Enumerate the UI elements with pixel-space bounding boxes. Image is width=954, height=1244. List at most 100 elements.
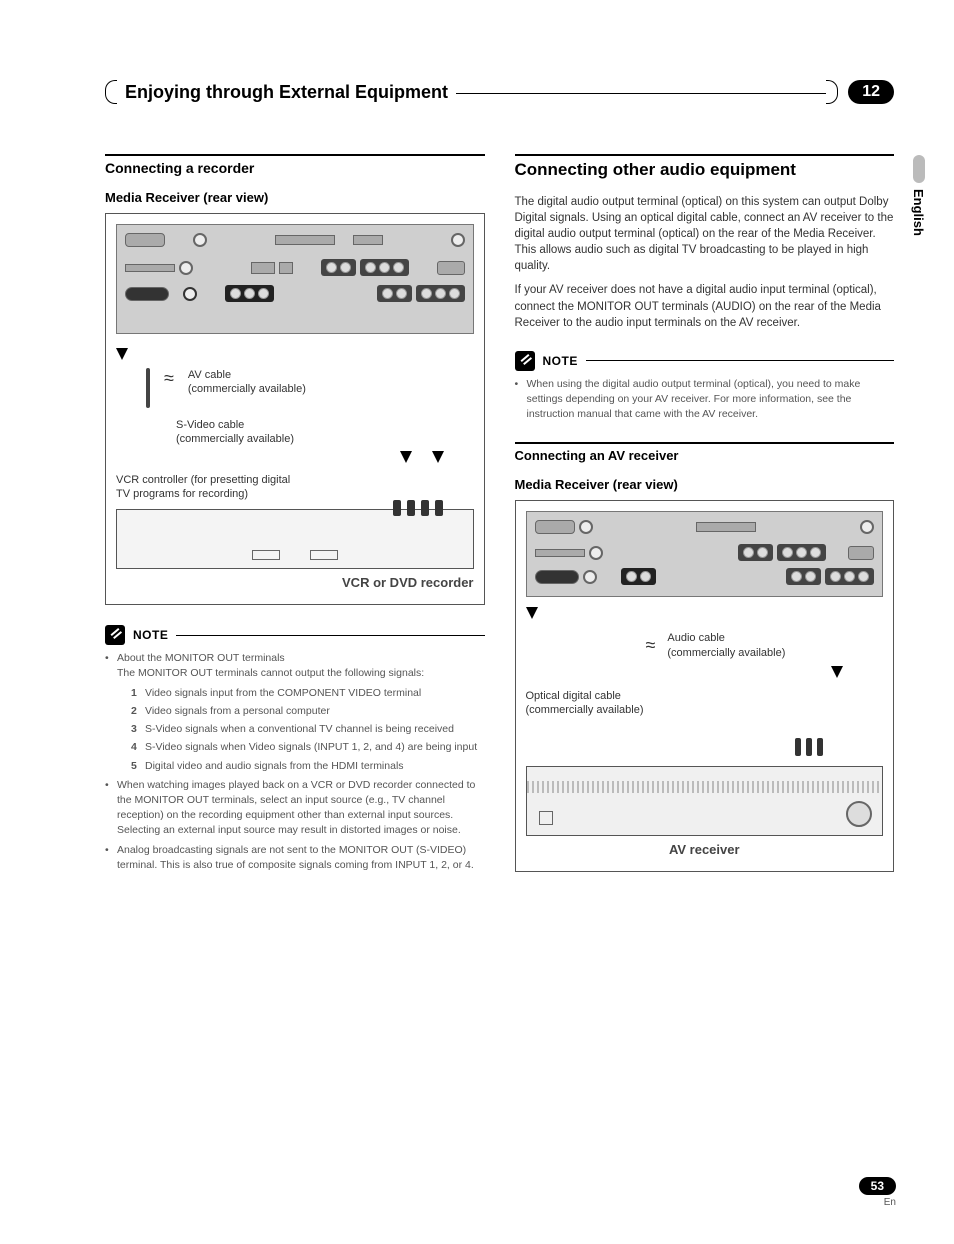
jack-group-icon	[777, 544, 826, 561]
note-label: NOTE	[543, 354, 578, 368]
note-item: Video signals input from the COMPONENT V…	[145, 687, 421, 699]
note-intro: The MONITOR OUT terminals cannot output …	[117, 667, 424, 679]
jack-icon	[179, 261, 193, 275]
media-receiver-panel	[116, 224, 474, 334]
svideo-cable-note: (commercially available)	[176, 433, 294, 445]
av-receiver-diagram: ≈ Audio cable (commercially available) O…	[515, 500, 895, 871]
note-bullet: Analog broadcasting signals are not sent…	[105, 843, 485, 873]
note-item: Video signals from a personal computer	[145, 705, 330, 717]
slot-icon	[539, 811, 553, 825]
squiggle-icon: ≈	[164, 368, 174, 389]
jack-icon	[860, 520, 874, 534]
note-body: About the MONITOR OUT terminals The MONI…	[105, 651, 485, 873]
arrow-down-icon	[400, 451, 412, 463]
port-icon	[353, 235, 383, 245]
jack-icon	[451, 233, 465, 247]
arrow-down-icon	[831, 666, 843, 678]
jack-icon	[579, 520, 593, 534]
left-section-title: Connecting a recorder	[105, 154, 485, 176]
chapter-bar: Enjoying through External Equipment 12	[105, 80, 894, 104]
vcr-device-box	[116, 509, 474, 569]
note-label: NOTE	[133, 628, 168, 642]
jack-group-icon	[360, 259, 409, 276]
recorder-diagram: ≈ AV cable (commercially available) S-Vi…	[105, 213, 485, 605]
note-about: About the MONITOR OUT terminals	[117, 652, 285, 664]
vcr-controller-label: VCR controller (for presetting digital T…	[116, 473, 296, 502]
port-icon	[125, 287, 169, 301]
page: Enjoying through External Equipment 12 C…	[0, 0, 954, 1244]
plug-group-icon	[795, 738, 823, 756]
note-item: S-Video signals when a conventional TV c…	[145, 723, 454, 735]
left-column: Connecting a recorder Media Receiver (re…	[105, 154, 485, 892]
note-item: Digital video and audio signals from the…	[145, 760, 404, 772]
note-item: S-Video signals when Video signals (INPU…	[145, 741, 477, 753]
bracket-left	[105, 80, 117, 104]
knob-icon	[846, 801, 872, 827]
jack-group-icon	[377, 285, 412, 302]
note-icon	[515, 351, 535, 371]
page-footer: 53 En	[859, 1177, 896, 1208]
note-body: When using the digital audio output term…	[515, 377, 895, 423]
jack-group-icon	[621, 568, 656, 585]
jack-icon	[589, 546, 603, 560]
port-icon	[535, 520, 575, 534]
av-cable-text: AV cable	[188, 369, 231, 381]
bracket-right	[826, 80, 838, 104]
slot-icon	[310, 550, 338, 560]
note-bullet: When using the digital audio output term…	[515, 377, 895, 423]
jack-group-icon	[738, 544, 773, 561]
language-label: English	[911, 189, 926, 236]
audio-cable-label: Audio cable (commercially available)	[667, 631, 785, 660]
port-icon	[125, 264, 175, 272]
note-header: NOTE	[105, 625, 485, 645]
cable-bundle-icon	[146, 368, 150, 408]
port-icon	[125, 233, 165, 247]
audio-cable-note: (commercially available)	[667, 647, 785, 659]
port-icon	[535, 570, 579, 584]
arrow-down-icon	[432, 451, 444, 463]
content-columns: Connecting a recorder Media Receiver (re…	[105, 154, 894, 892]
chapter-title: Enjoying through External Equipment	[117, 82, 456, 103]
page-lang: En	[859, 1197, 896, 1208]
port-icon	[535, 549, 585, 557]
port-icon	[275, 235, 335, 245]
jack-group-icon	[825, 568, 874, 585]
av-caption: AV receiver	[526, 842, 884, 857]
jack-group-icon	[321, 259, 356, 276]
tab-bar-icon	[913, 155, 925, 183]
jack-group-icon	[786, 568, 821, 585]
optical-cable-label: Optical digital cable (commercially avai…	[526, 689, 884, 718]
optical-cable-text: Optical digital cable	[526, 690, 621, 702]
right-section-title: Connecting other audio equipment	[515, 154, 895, 180]
audio-cable-text: Audio cable	[667, 632, 725, 644]
jack-icon	[183, 287, 197, 301]
port-icon	[437, 261, 465, 275]
right-column: Connecting other audio equipment The dig…	[515, 154, 895, 892]
port-icon	[696, 522, 756, 532]
right-para2: If your AV receiver does not have a digi…	[515, 282, 895, 330]
jack-icon	[583, 570, 597, 584]
note-bullet: When watching images played back on a VC…	[105, 778, 485, 839]
av-cable-note: (commercially available)	[188, 383, 306, 395]
chapter-line	[456, 93, 826, 94]
jack-group-icon	[225, 285, 274, 302]
squiggle-icon: ≈	[646, 635, 656, 656]
device-caption: VCR or DVD recorder	[116, 575, 474, 590]
port-icon	[848, 546, 874, 560]
chapter-number-badge: 12	[848, 80, 894, 104]
sub-section-title: Connecting an AV receiver	[515, 442, 895, 463]
side-language-tab: English	[911, 155, 926, 236]
right-para1: The digital audio output terminal (optic…	[515, 194, 895, 274]
arrow-down-icon	[526, 607, 538, 619]
plug-group-icon	[393, 500, 443, 516]
jack-icon	[193, 233, 207, 247]
arrow-down-icon	[116, 348, 128, 360]
left-sub-title: Media Receiver (rear view)	[105, 190, 485, 205]
av-receiver-box	[526, 766, 884, 836]
note-rule	[586, 360, 894, 361]
media-receiver-panel	[526, 511, 884, 597]
jack-group-icon	[416, 285, 465, 302]
svideo-label-block: S-Video cable (commercially available)	[176, 418, 474, 447]
page-number-badge: 53	[859, 1177, 896, 1195]
svideo-cable-text: S-Video cable	[176, 419, 244, 431]
